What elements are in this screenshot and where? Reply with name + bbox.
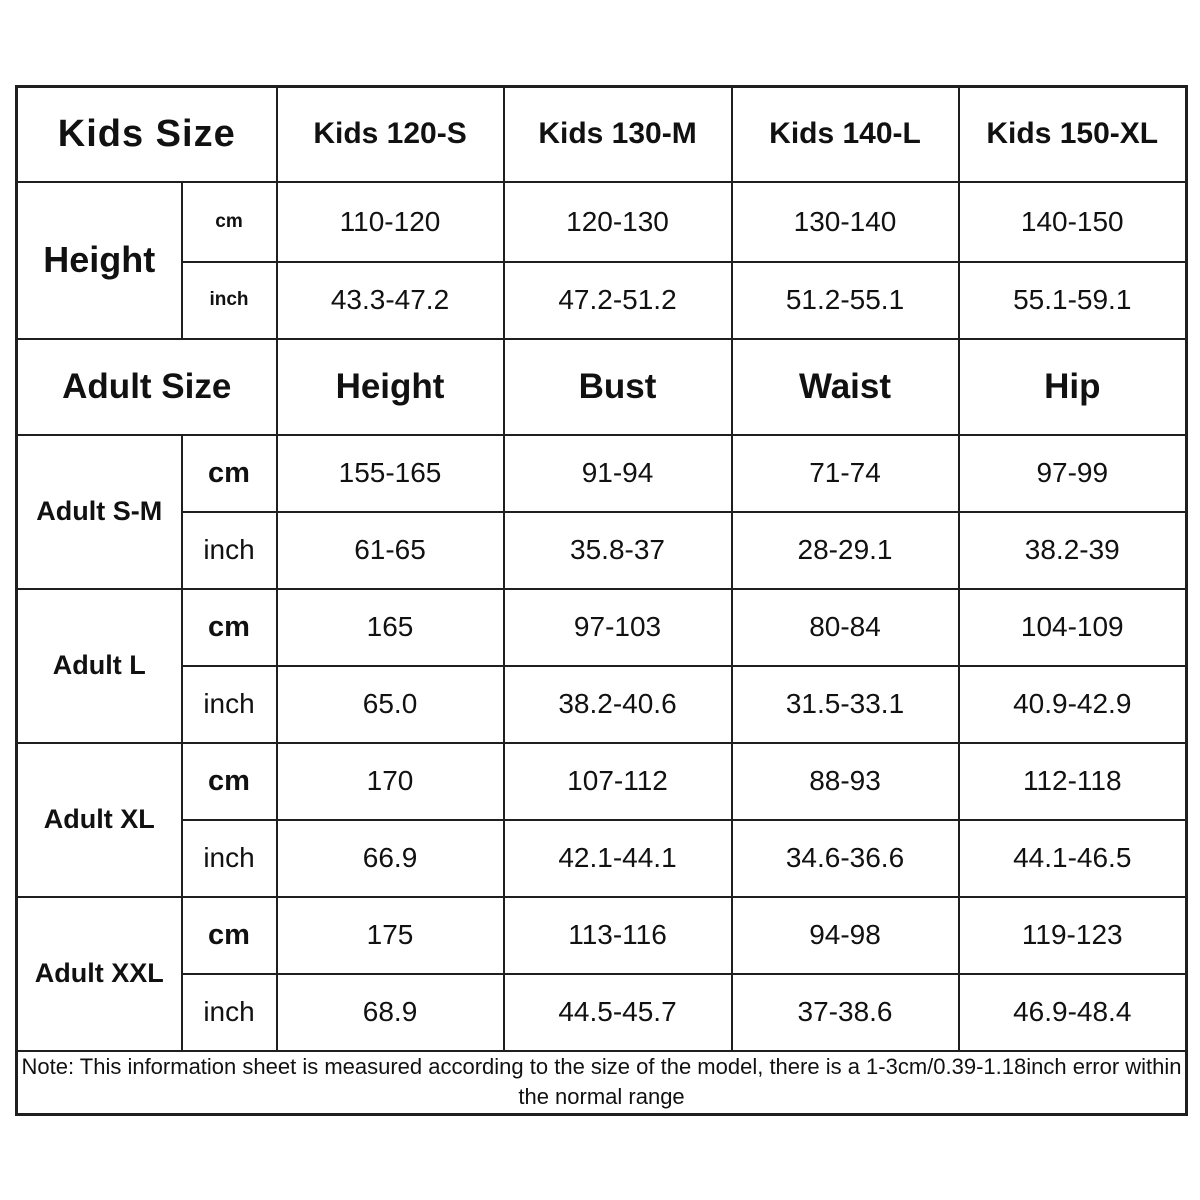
adult-sm-cm-value: 155-165 (275, 433, 505, 513)
unit-inch-cell: inch (180, 664, 278, 744)
adult-l-inch-value: 65.0 (275, 664, 505, 744)
adult-xxl-cm-value: 119-123 (957, 895, 1188, 975)
unit-cm-cell: cm (180, 741, 278, 821)
adult-xxl-inch-value: 46.9-48.4 (957, 972, 1188, 1052)
adult-size-header-cell: Adult Size (15, 337, 278, 436)
adult-xl-inch-value: 42.1-44.1 (502, 818, 733, 898)
adult-l-cm-value: 97-103 (502, 587, 733, 667)
adult-sm-cm-value: 91-94 (502, 433, 733, 513)
adult-col-header-bust: Bust (502, 337, 733, 436)
kids-header-row: Kids Size Kids 120-S Kids 130-M Kids 140… (15, 85, 1188, 183)
kids-col-header-120s: Kids 120-S (275, 85, 505, 183)
kids-height-cm-row: Height cm 110-120 120-130 130-140 140-15… (15, 180, 1188, 340)
adult-xxl-inch-value: 37-38.6 (730, 972, 960, 1052)
kids-height-cm-value: 140-150 (957, 180, 1188, 263)
adult-l-inch-value: 31.5-33.1 (730, 664, 960, 744)
kids-size-header-cell: Kids Size (15, 85, 278, 183)
adult-sm-inch-value: 28-29.1 (730, 510, 960, 590)
adult-xl-inch-row: inch 66.9 42.1-44.1 34.6-36.6 44.1-46.5 (17, 818, 1188, 898)
adult-header-row: Adult Size Height Bust Waist Hip (15, 337, 1188, 436)
adult-xxl-cm-value: 175 (275, 895, 505, 975)
adult-xl-cm-value: 88-93 (730, 741, 960, 821)
adult-xxl-inch-value: 44.5-45.7 (502, 972, 733, 1052)
adult-sm-inch-value: 61-65 (275, 510, 505, 590)
kids-height-inch-value: 47.2-51.2 (502, 260, 733, 340)
adult-l-inch-value: 38.2-40.6 (502, 664, 733, 744)
kids-height-inch-value: 43.3-47.2 (275, 260, 505, 340)
adult-xl-cm-value: 112-118 (957, 741, 1188, 821)
kids-unit-cm-cell: cm (180, 180, 278, 263)
adult-l-cm-row: Adult L cm 165 97-103 80-84 104-109 (15, 587, 1188, 744)
adult-sm-inch-value: 38.2-39 (957, 510, 1188, 590)
kids-height-inch-row: inch 43.3-47.2 47.2-51.2 51.2-55.1 55.1-… (17, 260, 1188, 340)
unit-cm-cell: cm (180, 587, 278, 667)
adult-l-cm-value: 80-84 (730, 587, 960, 667)
adult-xl-label-cell: Adult XL (15, 741, 183, 898)
kids-height-inch-value: 55.1-59.1 (957, 260, 1188, 340)
kids-col-header-150xl: Kids 150-XL (957, 85, 1188, 183)
kids-height-label-cell: Height (15, 180, 183, 340)
adult-xl-inch-value: 34.6-36.6 (730, 818, 960, 898)
unit-cm-cell: cm (180, 895, 278, 975)
kids-unit-inch-cell: inch (180, 260, 278, 340)
adult-l-cm-value: 104-109 (957, 587, 1188, 667)
adult-l-label-cell: Adult L (15, 587, 183, 744)
adult-xxl-cm-row: Adult XXL cm 175 113-116 94-98 119-123 (15, 895, 1188, 1052)
adult-l-cm-value: 165 (275, 587, 505, 667)
kids-col-header-130m: Kids 130-M (502, 85, 733, 183)
adult-xxl-inch-value: 68.9 (275, 972, 505, 1052)
adult-xl-inch-value: 66.9 (275, 818, 505, 898)
adult-col-header-hip: Hip (957, 337, 1188, 436)
kids-height-inch-value: 51.2-55.1 (730, 260, 960, 340)
adult-l-inch-value: 40.9-42.9 (957, 664, 1188, 744)
adult-sm-cm-value: 97-99 (957, 433, 1188, 513)
adult-sm-cm-value: 71-74 (730, 433, 960, 513)
note-row: Note: This information sheet is measured… (15, 1049, 1188, 1116)
kids-height-cm-value: 110-120 (275, 180, 505, 263)
adult-xxl-cm-value: 94-98 (730, 895, 960, 975)
adult-xxl-inch-row: inch 68.9 44.5-45.7 37-38.6 46.9-48.4 (17, 972, 1188, 1052)
adult-sm-inch-value: 35.8-37 (502, 510, 733, 590)
adult-sm-inch-row: inch 61-65 35.8-37 28-29.1 38.2-39 (17, 510, 1188, 590)
adult-xl-cm-value: 107-112 (502, 741, 733, 821)
kids-height-cm-value: 120-130 (502, 180, 733, 263)
kids-col-header-140l: Kids 140-L (730, 85, 960, 183)
adult-xl-cm-row: Adult XL cm 170 107-112 88-93 112-118 (15, 741, 1188, 898)
unit-inch-cell: inch (180, 972, 278, 1052)
adult-xxl-label-cell: Adult XXL (15, 895, 183, 1052)
adult-xl-cm-value: 170 (275, 741, 505, 821)
adult-xl-inch-value: 44.1-46.5 (957, 818, 1188, 898)
adult-col-header-height: Height (275, 337, 505, 436)
unit-cm-cell: cm (180, 433, 278, 513)
adult-sm-cm-row: Adult S-M cm 155-165 91-94 71-74 97-99 (15, 433, 1188, 590)
unit-inch-cell: inch (180, 510, 278, 590)
adult-l-inch-row: inch 65.0 38.2-40.6 31.5-33.1 40.9-42.9 (17, 664, 1188, 744)
size-chart-table: Kids Size Kids 120-S Kids 130-M Kids 140… (15, 85, 1189, 1116)
kids-height-cm-value: 130-140 (730, 180, 960, 263)
adult-col-header-waist: Waist (730, 337, 960, 436)
adult-sm-label-cell: Adult S-M (15, 433, 183, 590)
note-text: Note: This information sheet is measured… (15, 1049, 1188, 1116)
adult-xxl-cm-value: 113-116 (502, 895, 733, 975)
unit-inch-cell: inch (180, 818, 278, 898)
